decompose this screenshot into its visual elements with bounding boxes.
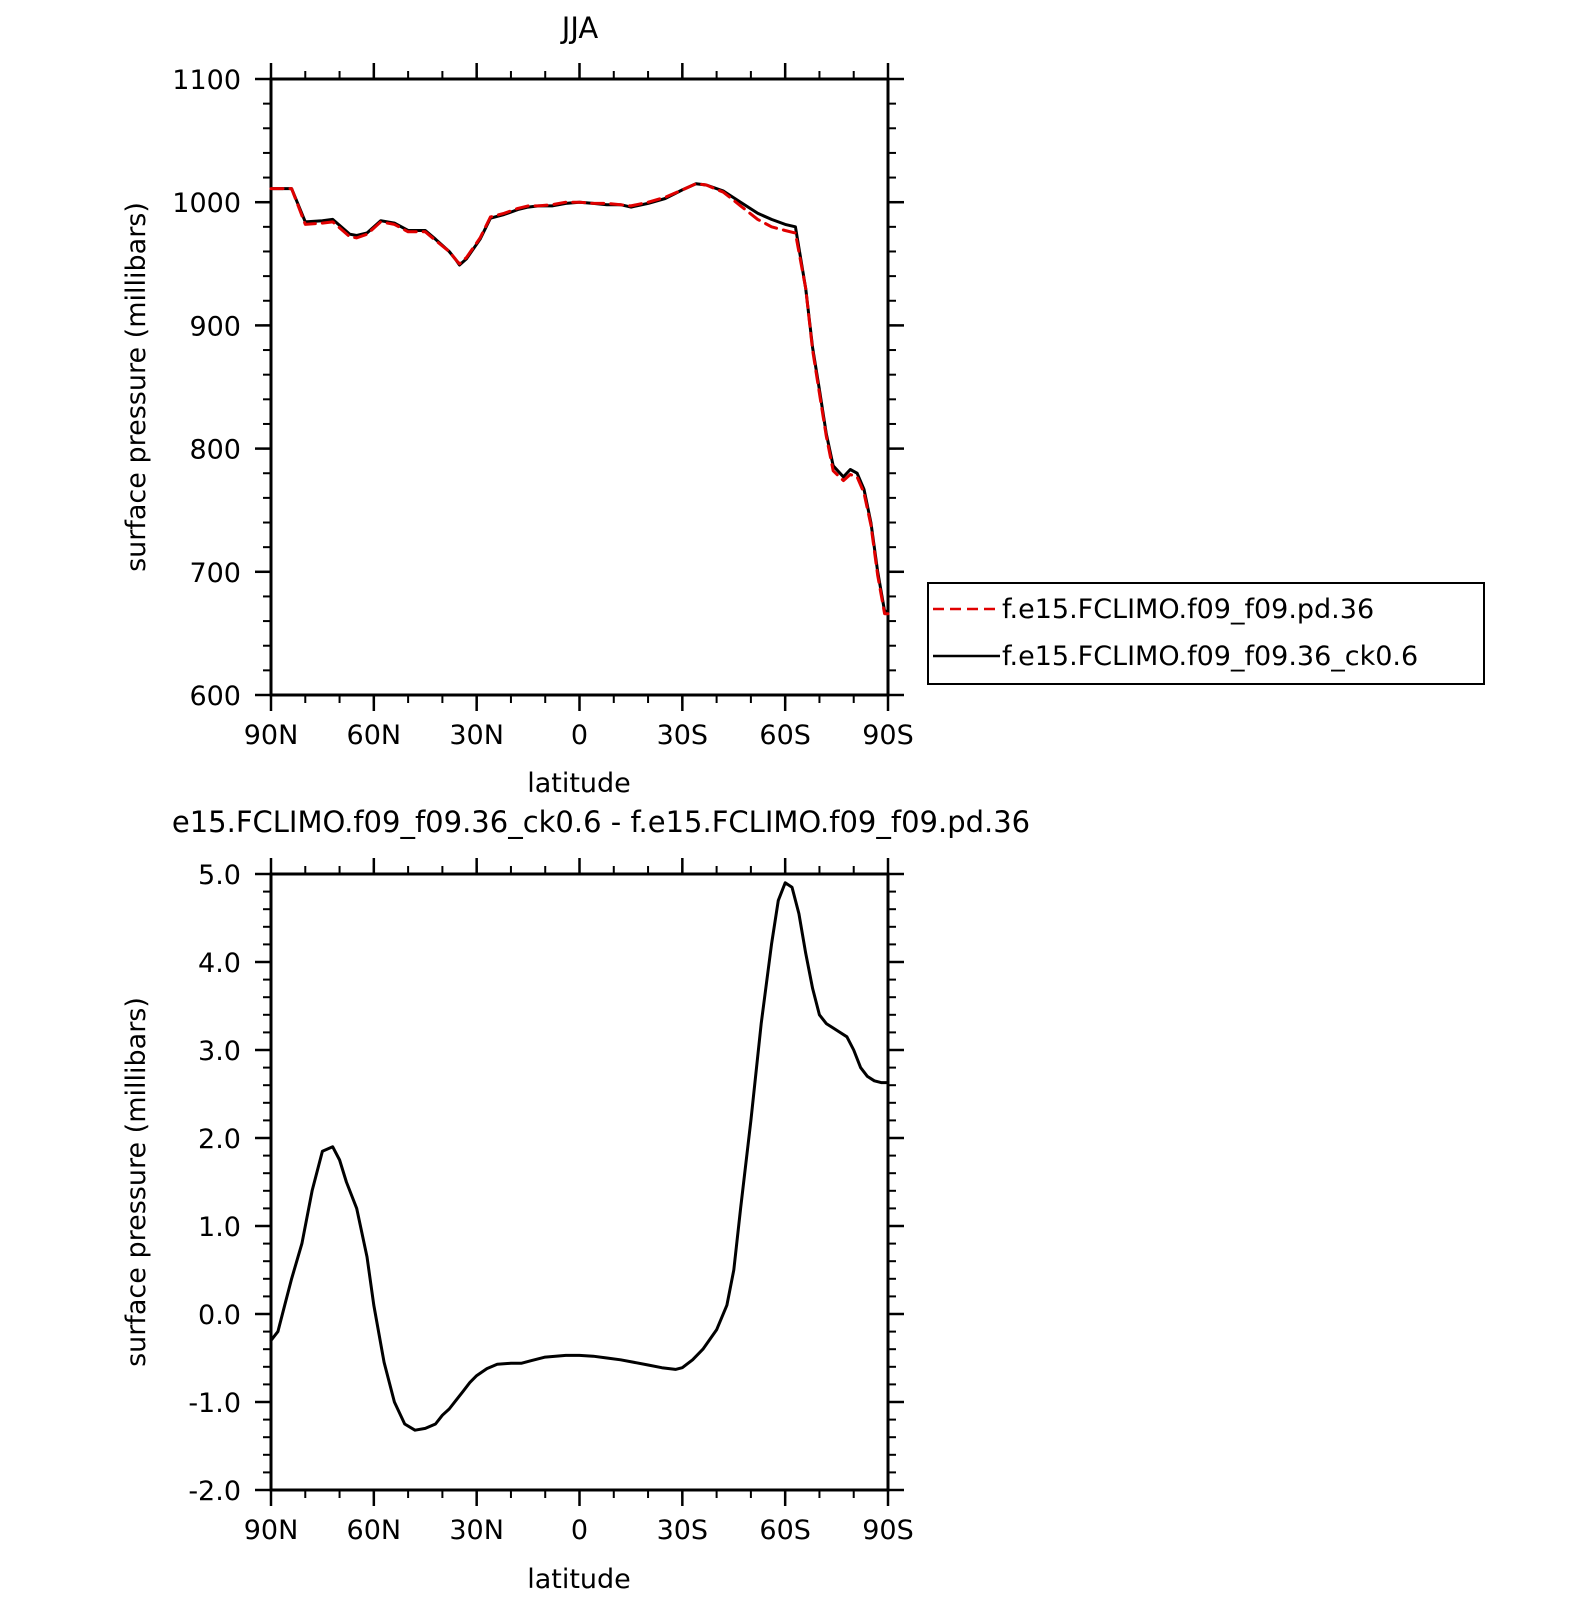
top-x-axis-label: latitude — [527, 768, 631, 799]
bottom-y-axis-label: surface pressure (millibars) — [121, 997, 152, 1367]
bottom-panel-title: e15.FCLIMO.f09_f09.36_ck0.6 - f.e15.FCLI… — [172, 805, 1030, 839]
bottom-x-tick-label: 60S — [759, 1515, 811, 1546]
bottom-y-tick-label: 5.0 — [198, 860, 241, 891]
top-x-tick-label: 30N — [449, 720, 504, 751]
top-y-tick-label: 800 — [189, 435, 241, 466]
bottom-plot-frame — [269, 872, 890, 1492]
bottom-series-line-1 — [269, 881, 890, 1432]
top-panel: JJA 600 700 800 900 1000 1100 90N 60N 30N 0 30S 60… — [121, 11, 1485, 799]
top-y-tick-label: 1100 — [172, 65, 241, 96]
top-panel-title: JJA — [560, 11, 599, 45]
top-x-tick-label: 90S — [862, 720, 914, 751]
bottom-x-tick-label: 60N — [347, 1515, 402, 1546]
bottom-series-lines — [269, 881, 890, 1432]
top-y-tick-labels: 600 700 800 900 1000 1100 — [172, 65, 241, 712]
bottom-x-tick-label: 90N — [244, 1515, 299, 1546]
bottom-y-tick-label: 1.0 — [198, 1212, 241, 1243]
bottom-panel: e15.FCLIMO.f09_f09.36_ck0.6 - f.e15.FCLI… — [121, 805, 1030, 1595]
bottom-x-axis-label: latitude — [527, 1564, 631, 1595]
bottom-x-tick-label: 30S — [657, 1515, 709, 1546]
bottom-y-tick-label: -1.0 — [188, 1388, 241, 1419]
bottom-x-tick-label: 30N — [449, 1515, 504, 1546]
top-y-tick-label: 1000 — [172, 188, 241, 219]
top-y-tick-label: 600 — [189, 681, 241, 712]
top-x-tick-label: 60S — [759, 720, 811, 751]
bottom-axis-ticks — [255, 858, 904, 1506]
top-y-axis-label: surface pressure (millibars) — [121, 202, 152, 572]
top-x-tick-label: 30S — [657, 720, 709, 751]
bottom-y-tick-label: 0.0 — [198, 1300, 241, 1331]
top-y-tick-label: 900 — [189, 311, 241, 342]
bottom-x-tick-label: 90S — [862, 1515, 914, 1546]
legend-box — [927, 582, 1485, 685]
top-x-tick-labels: 90N 60N 30N 0 30S 60S 90S — [244, 720, 914, 751]
bottom-x-tick-label: 0 — [571, 1515, 588, 1546]
bottom-y-tick-label: -2.0 — [188, 1476, 241, 1507]
top-axis-ticks — [255, 63, 904, 711]
legend: f.e15.FCLIMO.f09_f09.pd.36 f.e15.FCLIMO.… — [927, 582, 1485, 685]
top-series-line-1 — [269, 182, 890, 616]
bottom-y-tick-label: 2.0 — [198, 1124, 241, 1155]
legend-label-ck06: f.e15.FCLIMO.f09_f09.36_ck0.6 — [1002, 641, 1418, 672]
top-series-lines — [269, 182, 890, 616]
top-x-tick-label: 60N — [347, 720, 402, 751]
top-plot-frame — [269, 77, 890, 697]
top-series-line-2 — [269, 182, 890, 613]
top-x-tick-label: 90N — [244, 720, 299, 751]
top-x-tick-label: 0 — [571, 720, 588, 751]
bottom-y-tick-label: 3.0 — [198, 1036, 241, 1067]
top-y-tick-label: 700 — [189, 558, 241, 589]
bottom-x-tick-labels: 90N 60N 30N 0 30S 60S 90S — [244, 1515, 914, 1546]
bottom-y-tick-label: 4.0 — [198, 948, 241, 979]
legend-label-pd36: f.e15.FCLIMO.f09_f09.pd.36 — [1002, 594, 1374, 625]
bottom-y-tick-labels: -2.0 -1.0 0.0 1.0 2.0 3.0 4.0 5.0 — [188, 860, 241, 1507]
